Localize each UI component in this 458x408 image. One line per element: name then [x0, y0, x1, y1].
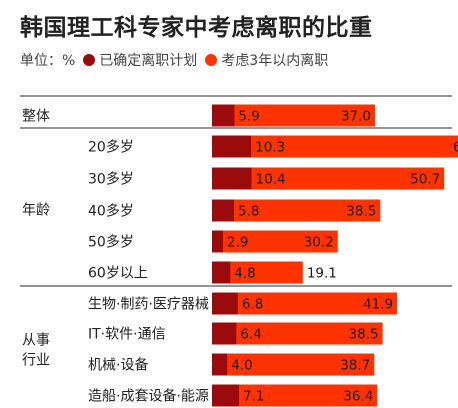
bar-considering-0 [212, 104, 376, 127]
bar-planned-2 [212, 167, 252, 190]
bar-considering-8 [212, 353, 375, 376]
category-label-4: 50多岁 [88, 234, 134, 251]
legend-swatch-planned [83, 54, 96, 66]
value-label-considering-4: 30.2 [304, 235, 334, 251]
value-label-planned-7: 6.4 [240, 327, 261, 343]
bar-planned-3 [212, 199, 235, 222]
value-label-considering-7: 38.5 [349, 327, 379, 343]
bar-considering-1 [212, 135, 458, 158]
value-label-planned-3: 5.8 [238, 204, 259, 220]
category-label-9: 造船·成套设备·能源 [88, 388, 209, 405]
chart-title: 韩国理工科专家中考虑离职的比重 [20, 15, 373, 41]
group-label-2-1: 行业 [22, 353, 50, 369]
bar-considering-3 [212, 199, 381, 222]
legend-label-considering: 考虑3年以内离职 [221, 53, 329, 69]
bar-planned-0 [212, 104, 235, 127]
value-label-planned-9: 7.1 [243, 389, 264, 405]
value-label-planned-6: 6.8 [242, 297, 263, 313]
value-label-considering-2: 50.7 [410, 172, 440, 188]
bar-planned-5 [212, 261, 231, 284]
bar-considering-7 [212, 322, 383, 345]
value-label-planned-0: 5.9 [238, 109, 259, 125]
category-label-6: 生物·制药·医疗器械 [88, 297, 209, 313]
value-label-planned-8: 4.0 [231, 358, 252, 374]
bar-considering-4 [212, 230, 338, 253]
category-label-8: 机械·设备 [88, 357, 148, 374]
legend-swatch-considering [205, 54, 218, 66]
legend-label-planned: 已确定离职计划 [99, 53, 198, 69]
value-label-planned-2: 10.4 [256, 172, 286, 188]
bar-planned-6 [212, 292, 238, 315]
category-label-2: 30多岁 [88, 171, 134, 188]
bar-considering-2 [212, 167, 445, 190]
bar-planned-8 [212, 353, 228, 376]
value-label-planned-5: 4.8 [234, 266, 255, 282]
unit-label: 单位：% [20, 53, 76, 69]
group-label-1-0: 年龄 [22, 203, 50, 219]
value-label-planned-4: 2.9 [227, 235, 248, 251]
bar-planned-4 [212, 230, 224, 253]
category-label-5: 60岁以上 [88, 266, 148, 282]
value-label-considering-1: 62.1 [453, 140, 458, 156]
value-label-considering-8: 38.7 [340, 358, 370, 374]
category-label-1: 20多岁 [88, 139, 134, 156]
bar-planned-1 [212, 135, 252, 158]
bar-planned-9 [212, 384, 239, 407]
bar-considering-6 [212, 292, 398, 315]
group-label-2-0: 从事 [22, 333, 50, 349]
bar-planned-7 [212, 322, 237, 345]
bar-considering-9 [212, 384, 378, 407]
category-label-7: IT·软件·通信 [88, 327, 166, 343]
bar-considering-5 [212, 261, 303, 284]
value-label-considering-0: 37.0 [341, 109, 371, 125]
value-label-considering-3: 38.5 [346, 204, 376, 220]
value-label-planned-1: 10.3 [255, 140, 285, 156]
value-label-considering-9: 36.4 [343, 389, 373, 405]
value-label-considering-6: 41.9 [363, 297, 393, 313]
group-label-0-0: 整体 [22, 109, 50, 125]
category-label-3: 40多岁 [88, 203, 134, 220]
legend: 单位：% 已确定离职计划 考虑3年以内离职 [20, 50, 328, 70]
value-label-considering-5: 19.1 [307, 266, 337, 282]
